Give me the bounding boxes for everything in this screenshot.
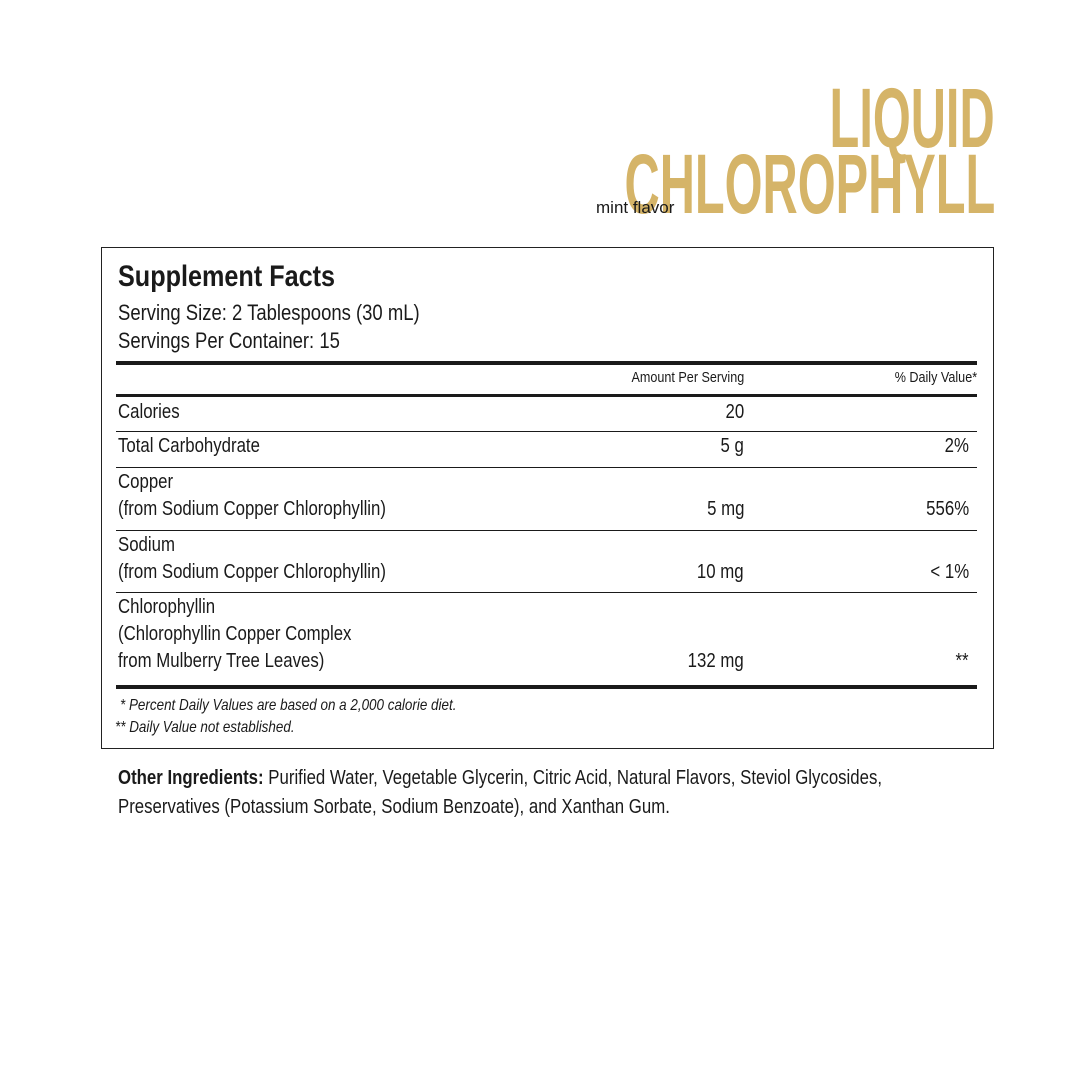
daily-value: < 1% [930, 561, 969, 583]
amount: 5 g [720, 435, 744, 457]
nutrient-name: Calories [118, 401, 180, 423]
amount: 10 mg [697, 561, 744, 583]
servings-per-container: Servings Per Container: 15 [118, 328, 340, 353]
thick-rule [116, 685, 977, 689]
nutrient-name: Copper [118, 471, 174, 493]
thick-rule [116, 394, 977, 397]
nutrient-name: (from Sodium Copper Chlorophyllin) [118, 561, 386, 583]
nutrient-name: Total Carbohydrate [118, 435, 260, 457]
amount: 20 [725, 401, 744, 423]
column-header: % Daily Value* [894, 369, 977, 386]
footnote: ** Daily Value not established. [115, 719, 295, 736]
facts-panel [101, 247, 994, 749]
flavor: mint flavor [596, 198, 675, 217]
nutrient-name: (from Sodium Copper Chlorophyllin) [118, 498, 386, 520]
thick-rule [116, 361, 977, 365]
facts-title: Supplement Facts [118, 260, 336, 293]
other-ingredients-text: Purified Water, Vegetable Glycerin, Citr… [268, 767, 883, 789]
nutrient-name: (Chlorophyllin Copper Complex [118, 623, 352, 645]
daily-value: 556% [926, 498, 969, 520]
product-title-line-1: LIQUID [829, 71, 995, 165]
other-ingredients-label: Other Ingredients: [118, 767, 264, 789]
nutrient-name: from Mulberry Tree Leaves) [118, 650, 325, 672]
amount: 132 mg [687, 650, 744, 672]
daily-value: 2% [944, 435, 969, 457]
daily-value: ** [955, 650, 969, 672]
serving-size: Serving Size: 2 Tablespoons (30 mL) [118, 300, 420, 325]
row-rule [116, 431, 977, 432]
row-rule [116, 530, 977, 531]
nutrient-name: Chlorophyllin [118, 596, 216, 618]
other-ingredients-text: Preservatives (Potassium Sorbate, Sodium… [118, 796, 670, 818]
footnote: * Percent Daily Values are based on a 2,… [120, 697, 457, 714]
nutrient-name: Sodium [118, 534, 175, 556]
row-rule [116, 592, 977, 593]
amount: 5 mg [706, 498, 744, 520]
other-ingredients: Other Ingredients: Purified Water, Veget… [118, 764, 998, 822]
column-header: Amount Per Serving [631, 369, 744, 386]
product-title-line-2: CHLOROPHYLL [624, 137, 995, 231]
row-rule [116, 467, 977, 468]
